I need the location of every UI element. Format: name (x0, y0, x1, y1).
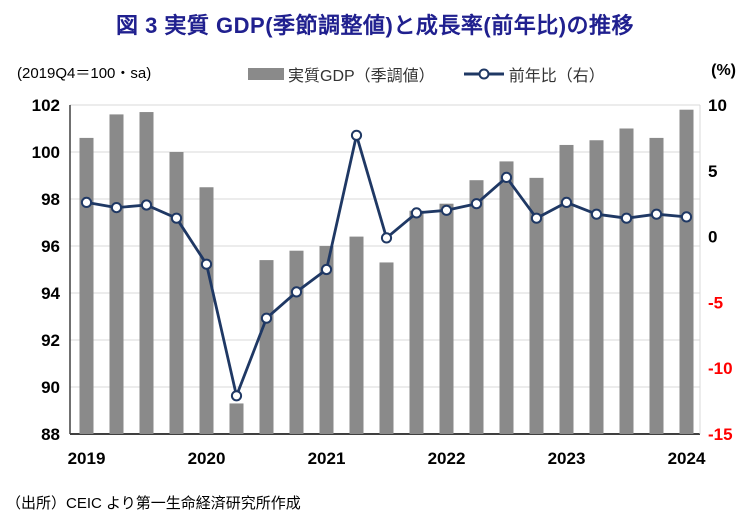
left-axis-tick-label: 94 (41, 284, 60, 303)
yoy-marker (320, 263, 333, 276)
yoy-marker (500, 171, 513, 184)
gdp-bar (169, 152, 184, 434)
right-axis-unit-note: (%) (711, 62, 736, 79)
gdp-bar (619, 128, 634, 434)
left-axis-tick-label: 90 (41, 378, 60, 397)
yoy-marker (260, 312, 273, 324)
yoy-marker (560, 196, 573, 209)
gdp-bar (139, 112, 154, 435)
right-axis-tick-label: -15 (708, 425, 733, 444)
left-axis-tick-label: 88 (41, 425, 60, 444)
left-axis-tick-label: 102 (32, 96, 60, 115)
gdp-bar (589, 140, 604, 434)
yoy-marker (80, 196, 93, 209)
gdp-bar (319, 246, 334, 434)
right-axis-tick-label: 0 (708, 228, 717, 247)
gdp-bar (79, 137, 94, 434)
yoy-marker (530, 212, 543, 224)
right-axis-tick-label: 10 (708, 96, 727, 115)
yoy-line-swatch-icon (463, 68, 504, 80)
legend-item-gdp: 実質GDP（季調値） (248, 62, 435, 86)
x-axis-year-label: 2024 (668, 449, 706, 468)
yoy-marker (650, 208, 663, 220)
chart-legend: 実質GDP（季調値） 前年比（右） (248, 62, 605, 86)
yoy-marker (110, 202, 123, 214)
gdp-bar (289, 250, 304, 434)
gdp-bar (559, 144, 574, 434)
gdp-bar (649, 137, 664, 434)
x-axis-year-label: 2021 (308, 449, 346, 468)
x-axis-year-label: 2023 (548, 449, 586, 468)
gdp-bar (109, 114, 124, 435)
gdp-bar-swatch-icon (248, 68, 284, 80)
yoy-marker (470, 198, 483, 210)
gdp-bar (259, 260, 274, 434)
source-note: （出所）CEIC より第一生命経済研究所作成 (6, 495, 301, 512)
yoy-marker (200, 258, 213, 270)
left-axis-unit-note: (2019Q4＝100・sa) (17, 65, 152, 82)
right-axis-tick-label: 5 (708, 162, 717, 181)
yoy-marker (680, 211, 693, 223)
right-axis-tick-label: -10 (708, 359, 733, 378)
left-axis-tick-label: 96 (41, 237, 60, 256)
yoy-marker (230, 390, 243, 402)
right-axis-tick-label: -5 (708, 293, 723, 312)
left-axis-tick-label: 98 (41, 190, 60, 209)
gdp-bar (409, 210, 424, 434)
yoy-marker (410, 207, 423, 219)
yoy-marker (590, 208, 603, 220)
gdp-bar (439, 203, 454, 434)
legend-item-yoy: 前年比（右） (463, 62, 605, 86)
x-axis-year-label: 2019 (68, 449, 106, 468)
yoy-marker (380, 232, 393, 244)
page-title: 図 3 実質 GDP(季節調整値)と成長率(前年比)の推移 (115, 13, 635, 38)
gdp-bar (679, 109, 694, 434)
left-axis-tick-label: 100 (32, 143, 60, 162)
gdp-bar (349, 236, 364, 434)
chart-header: (2019Q4＝100・sa) 実質GDP（季調値） 前年比（右） (%) (0, 60, 750, 86)
left-axis-tick-label: 92 (41, 331, 60, 350)
gdp-bar (529, 177, 544, 434)
x-axis-year-label: 2022 (428, 449, 466, 468)
legend-yoy-label: 前年比（右） (508, 68, 605, 85)
x-axis-year-label: 2020 (188, 449, 226, 468)
gdp-bar (229, 403, 244, 434)
gdp-bar (199, 187, 214, 434)
yoy-marker (350, 129, 363, 141)
gdp-bar (469, 180, 484, 434)
yoy-marker (140, 199, 153, 211)
yoy-marker (440, 204, 453, 216)
yoy-marker (170, 212, 183, 224)
yoy-marker (620, 212, 633, 224)
yoy-marker (290, 286, 303, 298)
gdp-bar (499, 161, 514, 434)
legend-gdp-label: 実質GDP（季調値） (288, 68, 435, 85)
gdp-bar (379, 262, 394, 434)
gdp-growth-chart: 102 100 98 96 94 92 90 88 10 5 0 -5 -10 -15 2019 2020 20… (32, 96, 733, 468)
